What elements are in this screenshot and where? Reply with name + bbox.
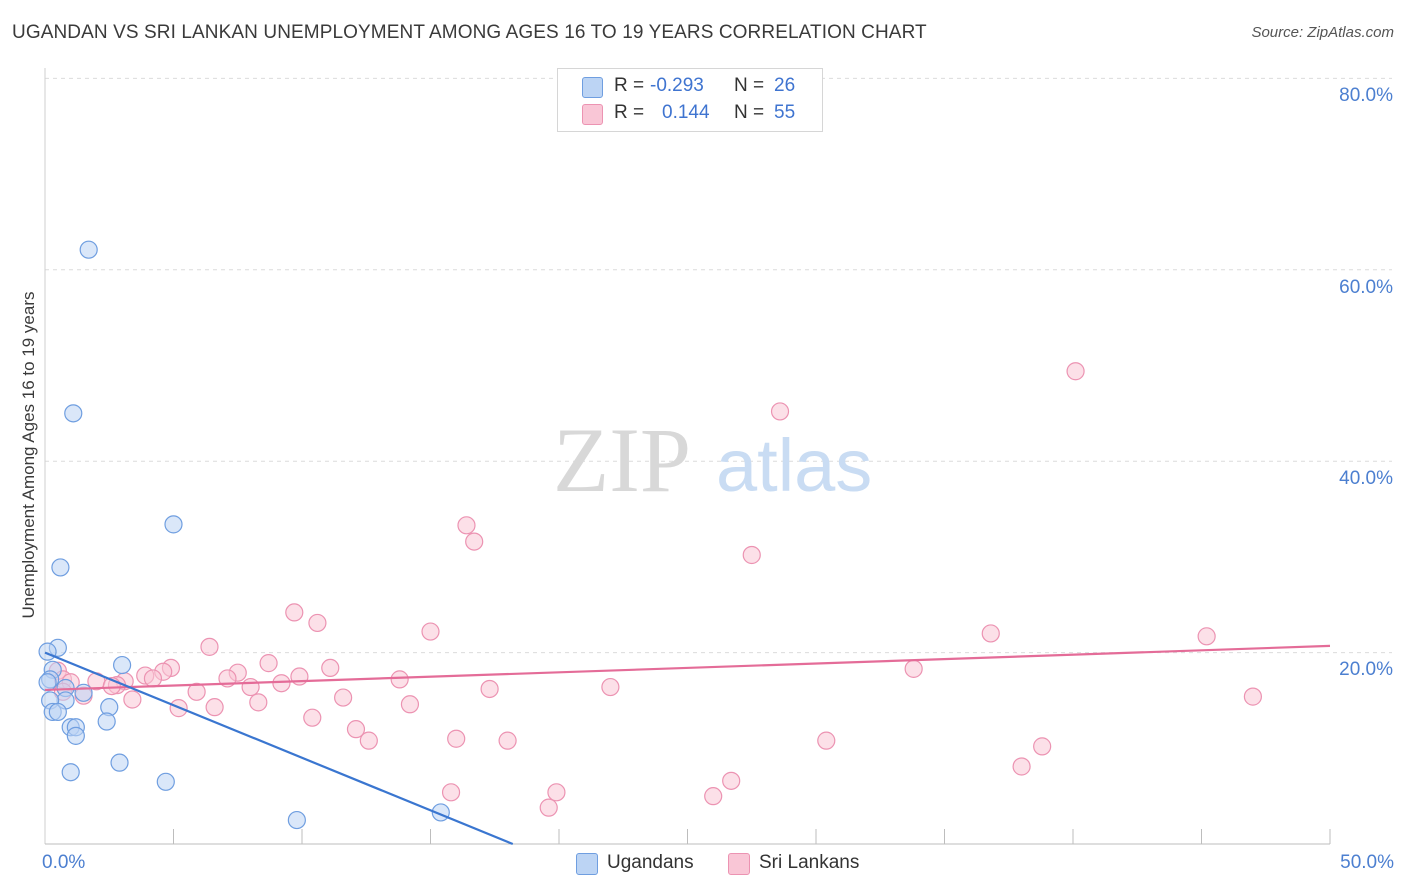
ugandan-points: [38, 240, 450, 830]
sri-lankan-point-3: [465, 532, 484, 551]
ugandan-point-22: [156, 772, 175, 791]
chart-title: UGANDAN VS SRI LANKAN UNEMPLOYMENT AMONG…: [12, 22, 927, 43]
sri-lankan-point-33: [187, 682, 206, 701]
sri-lankan-point-2: [457, 516, 476, 535]
legend-n-label-1: N =: [734, 75, 765, 96]
srilankans-legend-swatch: [728, 853, 750, 875]
sri-lankan-point-45: [359, 731, 378, 750]
ugandans-swatch: [582, 77, 603, 98]
ugandans-legend-swatch: [576, 853, 598, 875]
sri-lankan-point-6: [308, 613, 327, 633]
srilankans-legend-label: Sri Lankans: [759, 852, 860, 873]
sri-lankan-point-51: [722, 771, 741, 790]
sri-lankan-point-22: [390, 670, 409, 689]
y-tick-label-80: 80.0%: [1339, 85, 1393, 106]
ugandan-point-19: [66, 726, 85, 745]
ugandan-point-6: [112, 655, 132, 675]
sri-lankan-point-47: [498, 731, 517, 750]
watermark-zip: ZIP: [553, 409, 691, 511]
sri-lankan-point-7: [421, 622, 440, 641]
sri-lankan-point-39: [249, 693, 268, 712]
sri-lankan-points: [48, 362, 1263, 817]
sri-lankan-point-44: [346, 720, 366, 739]
watermark-atlas: atlas: [716, 424, 872, 507]
legend-n-value-2: 55: [774, 102, 796, 123]
sri-lankan-point-52: [441, 783, 461, 802]
legend-n-value-1: 26: [774, 75, 796, 96]
sri-lankan-point-32: [480, 679, 499, 699]
legend-r-value-2: 0.144: [662, 102, 710, 123]
x-tick-label-min: 0.0%: [42, 852, 86, 873]
sri-lankan-point-31: [601, 677, 620, 697]
sri-lankan-point-21: [143, 669, 163, 688]
sri-lankan-point-29: [241, 677, 260, 697]
ugandan-point-10: [74, 683, 93, 702]
ugandan-point-24: [287, 810, 306, 830]
sri-lankan-point-43: [303, 708, 322, 727]
sri-lankan-point-11: [259, 654, 278, 673]
sri-lankan-point-50: [1012, 757, 1031, 776]
sri-lankan-point-49: [1033, 737, 1052, 756]
sri-lankan-point-8: [981, 624, 1000, 643]
legend-r-label-1: R =: [614, 75, 645, 96]
sri-lankan-point-4: [742, 545, 761, 565]
ugandan-point-21: [61, 763, 80, 782]
sri-lankan-point-54: [704, 787, 723, 806]
watermark: ZIP atlas: [553, 409, 872, 511]
sri-lankan-point-9: [1197, 627, 1216, 646]
sri-lankan-point-46: [447, 729, 466, 748]
sri-lankan-point-28: [272, 674, 291, 693]
sri-lankan-point-10: [200, 637, 219, 656]
sri-lankan-point-48: [817, 731, 836, 750]
grid-lines: [45, 77, 1392, 654]
ugandans-legend-label: Ugandans: [607, 852, 694, 873]
ugandan-trend-line: [44, 651, 514, 846]
ugandan-point-15: [48, 702, 67, 722]
sri-lankan-point-55: [539, 798, 558, 817]
sri-lankan-trend-line: [44, 644, 1331, 692]
sri-lankan-point-38: [1243, 687, 1263, 706]
x-tick-label-max: 50.0%: [1340, 852, 1394, 873]
ugandan-point-3: [51, 558, 70, 577]
sri-lankan-point-12: [321, 658, 340, 678]
legend-r-label-2: R =: [614, 102, 645, 123]
y-tick-label-20: 20.0%: [1339, 659, 1393, 680]
ugandan-point-0: [79, 240, 98, 259]
sri-lankan-point-37: [123, 690, 142, 709]
sri-lankan-point-15: [904, 659, 923, 678]
sri-lankan-point-36: [334, 688, 353, 707]
legend-r-value-1: -0.293: [650, 75, 704, 96]
legend-n-label-2: N =: [734, 102, 765, 123]
trend-lines: [44, 644, 1331, 846]
ugandan-point-20: [110, 753, 129, 772]
correlation-legend: R = -0.293 N = 26 R = 0.144 N = 55: [557, 68, 823, 132]
y-tick-label-40: 40.0%: [1339, 468, 1393, 489]
y-tick-label-60: 60.0%: [1339, 277, 1393, 298]
sri-lankan-point-40: [400, 695, 420, 714]
sri-lankan-point-53: [547, 783, 566, 802]
sri-lankan-point-42: [205, 698, 224, 717]
ugandan-point-16: [97, 712, 116, 731]
ugandan-point-25: [38, 673, 57, 692]
srilankans-swatch: [582, 104, 603, 125]
source-label: Source: ZipAtlas.com: [1251, 24, 1394, 41]
sri-lankan-point-5: [285, 603, 304, 622]
sri-lankan-point-0: [1066, 362, 1085, 381]
ugandan-point-2: [164, 515, 183, 534]
ugandan-point-1: [64, 404, 83, 423]
sri-lankan-point-1: [770, 402, 790, 421]
ugandan-point-5: [38, 642, 57, 661]
